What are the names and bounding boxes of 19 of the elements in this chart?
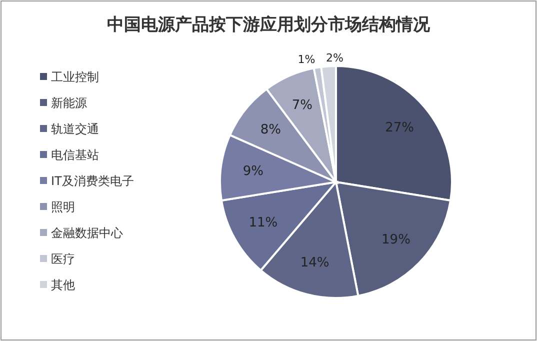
data-label: 27% — [385, 120, 414, 136]
legend-label: 其他 — [51, 278, 75, 292]
legend-label: 金融数据中心 — [51, 226, 123, 240]
data-label: 2% — [326, 52, 344, 65]
data-label: 19% — [382, 232, 410, 248]
chart-title: 中国电源产品按下游应用划分市场结构情况 — [107, 15, 431, 35]
data-label: 11% — [248, 215, 278, 230]
legend-label: 医疗 — [51, 252, 75, 266]
legend-label: 照明 — [51, 200, 75, 214]
legend-label: 电信基站 — [51, 148, 99, 162]
data-label: 8% — [260, 122, 282, 138]
data-label: 9% — [242, 164, 264, 179]
legend-label: 轨道交通 — [51, 122, 99, 136]
legend-label: 工业控制 — [51, 70, 99, 84]
data-label: 7% — [292, 98, 313, 114]
data-label: 1% — [298, 52, 316, 66]
legend-label: 新能源 — [51, 96, 87, 110]
legend-label: IT及消费类电子 — [51, 174, 134, 188]
data-label: 14% — [300, 255, 330, 270]
